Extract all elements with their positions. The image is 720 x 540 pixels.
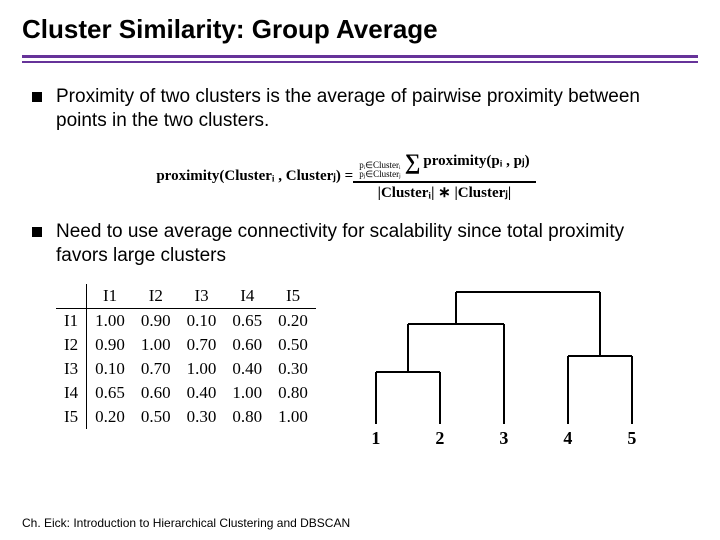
col-header: I3 [179, 284, 225, 309]
cell: 0.60 [133, 381, 179, 405]
table-row: I11.000.900.100.650.20 [56, 308, 316, 333]
cell: 0.30 [270, 357, 316, 381]
bullet-text: Proximity of two clusters is the average… [56, 85, 660, 133]
dendrogram-leaf-label: 3 [472, 428, 536, 449]
table-row: I20.901.000.700.600.50 [56, 333, 316, 357]
dendrogram-labels: 12345 [344, 428, 664, 449]
formula-denominator: |Clusterᵢ| ∗ |Clusterⱼ| [372, 183, 518, 203]
col-header: I5 [270, 284, 316, 309]
dendrogram-leaf-label: 2 [408, 428, 472, 449]
row-header: I5 [56, 405, 87, 429]
formula-sum-subscript: pᵢ∈Clusterᵢ pⱼ∈Clusterⱼ [359, 161, 400, 180]
cell: 0.50 [270, 333, 316, 357]
cell: 1.00 [133, 333, 179, 357]
cell: 0.10 [87, 357, 133, 381]
row-header: I1 [56, 308, 87, 333]
cell: 0.40 [224, 357, 270, 381]
cell: 0.20 [270, 308, 316, 333]
bullet-dot-icon [32, 92, 42, 102]
cell: 1.00 [224, 381, 270, 405]
cell: 0.60 [224, 333, 270, 357]
cell: 1.00 [87, 308, 133, 333]
cell: 0.20 [87, 405, 133, 429]
cell: 0.30 [179, 405, 225, 429]
table-header-row: I1 I2 I3 I4 I5 [56, 284, 316, 309]
col-header: I4 [224, 284, 270, 309]
row-header: I3 [56, 357, 87, 381]
dendrogram-svg [344, 284, 664, 424]
bullet-item: Need to use average connectivity for sca… [32, 220, 660, 268]
formula-fraction: pᵢ∈Clusterᵢ pⱼ∈Clusterⱼ ∑ proximity(pᵢ ,… [353, 149, 535, 203]
dendrogram: 12345 [344, 284, 700, 449]
formula-sum-body: proximity(pᵢ , pⱼ) [423, 151, 529, 170]
bullet-list: Proximity of two clusters is the average… [32, 85, 660, 268]
row-header: I2 [56, 333, 87, 357]
cell: 0.10 [179, 308, 225, 333]
table-row: I40.650.600.401.000.80 [56, 381, 316, 405]
sigma-icon: ∑ [405, 151, 421, 173]
bullet-text: Need to use average connectivity for sca… [56, 220, 660, 268]
proximity-formula: proximity(Clusterᵢ , Clusterⱼ) = pᵢ∈Clus… [116, 149, 576, 203]
cell: 0.40 [179, 381, 225, 405]
col-header: I2 [133, 284, 179, 309]
cell: 0.80 [270, 381, 316, 405]
dendrogram-leaf-label: 4 [536, 428, 600, 449]
cell: 1.00 [270, 405, 316, 429]
cell: 0.70 [133, 357, 179, 381]
title-underline [22, 55, 698, 63]
footer-text: Ch. Eick: Introduction to Hierarchical C… [22, 516, 350, 530]
col-header: I1 [87, 284, 133, 309]
slide-title: Cluster Similarity: Group Average [0, 0, 720, 45]
row-header: I4 [56, 381, 87, 405]
proximity-matrix: I1 I2 I3 I4 I5 I11.000.900.100.650.20I20… [56, 284, 316, 429]
table-row: I30.100.701.000.400.30 [56, 357, 316, 381]
lower-content-row: I1 I2 I3 I4 I5 I11.000.900.100.650.20I20… [0, 284, 720, 449]
cell: 0.50 [133, 405, 179, 429]
cell: 0.90 [87, 333, 133, 357]
bullet-item: Proximity of two clusters is the average… [32, 85, 660, 133]
cell: 0.65 [87, 381, 133, 405]
dendrogram-leaf-label: 1 [344, 428, 408, 449]
bullet-dot-icon [32, 227, 42, 237]
cell: 0.80 [224, 405, 270, 429]
cell: 1.00 [179, 357, 225, 381]
cell: 0.65 [224, 308, 270, 333]
formula-lhs: proximity(Clusterᵢ , Clusterⱼ) = [156, 166, 353, 185]
dendrogram-leaf-label: 5 [600, 428, 664, 449]
table-row: I50.200.500.300.801.00 [56, 405, 316, 429]
cell: 0.70 [179, 333, 225, 357]
cell: 0.90 [133, 308, 179, 333]
